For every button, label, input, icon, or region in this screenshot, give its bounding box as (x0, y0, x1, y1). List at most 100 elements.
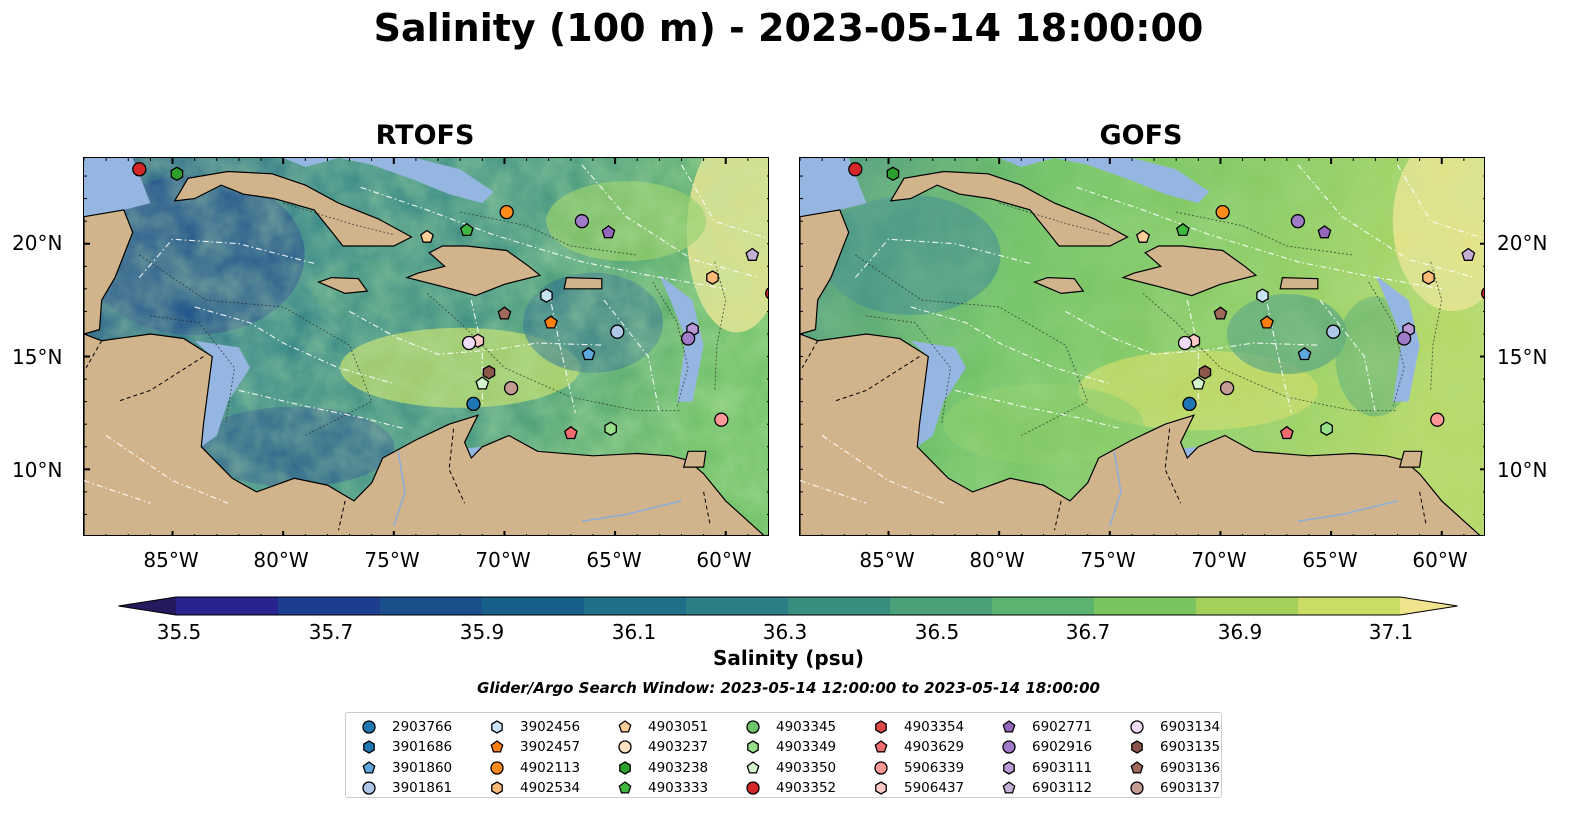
panel-title-rtofs: RTOFS (375, 120, 475, 151)
legend-label: 4903237 (648, 739, 709, 756)
legend-item: 3901861 (360, 778, 452, 798)
country-border (1164, 428, 1182, 504)
float-marker-4903238 (886, 166, 900, 182)
float-marker-5906339 (1430, 412, 1445, 427)
float-marker-4903051 (420, 229, 434, 243)
float-marker-6903137 (503, 380, 519, 396)
float-marker-6902771 (1317, 225, 1332, 239)
legend-item: 6902916 (1000, 737, 1092, 757)
eez-boundary (800, 480, 867, 504)
legend-label: 4903354 (904, 719, 965, 736)
shelf-nicaragua (910, 340, 966, 447)
legend-marker-circle (746, 781, 760, 795)
country-border (703, 491, 711, 526)
lat-label-15n-left: 15°N (12, 345, 63, 369)
lon-label-70w-rtofs: 70°W (475, 548, 531, 572)
float-marker-4902534 (706, 270, 719, 285)
lon-label-65w-gofs: 65°W (1302, 548, 1358, 572)
legend-label: 3902457 (520, 739, 581, 756)
legend-item: 4903349 (744, 737, 836, 757)
colorbar-outline (118, 596, 1458, 616)
isobath-contour (999, 202, 1110, 236)
legend-marker-pentagon (746, 760, 760, 774)
legend-item: 6903111 (1000, 758, 1092, 778)
country-border (1054, 500, 1062, 531)
legend-item: 4903051 (616, 717, 708, 737)
legend-item: 3901686 (360, 737, 452, 757)
isobath-contour (426, 293, 682, 412)
isobath-contour (139, 254, 373, 436)
eez-boundary (360, 186, 726, 290)
land-trinidad (1398, 450, 1423, 468)
legend-marker-pentagon (1130, 760, 1144, 774)
legend-label: 4902113 (520, 759, 581, 776)
legend-label: 6902916 (1032, 739, 1093, 756)
legend-label: 3902456 (520, 719, 581, 736)
colorbar-bin (1196, 597, 1299, 615)
float-marker-2903766 (466, 396, 481, 412)
legend-label: 5906437 (904, 780, 965, 797)
land-hispaniola (1121, 245, 1258, 297)
figure-title: Salinity (100 m) - 2023-05-14 18:00:00 (373, 6, 1204, 50)
legend-item: 2903766 (360, 717, 452, 737)
float-marker-5906339 (714, 412, 729, 427)
shelf-bahamas (283, 158, 494, 204)
colorbar-bin (482, 597, 585, 615)
float-marker-4903238 (170, 166, 184, 182)
isobath-contour (150, 315, 235, 425)
lat-label-10n-left: 10°N (12, 458, 63, 482)
float-marker-3902456 (1256, 288, 1269, 303)
legend-item: 3902456 (488, 717, 580, 737)
legend-column: 3902456 3902457 4902113 4902534 (488, 717, 580, 798)
legend-label: 6903112 (1032, 780, 1093, 797)
legend-item: 5906437 (872, 778, 964, 798)
colorbar-bin (686, 597, 789, 615)
country-border (117, 356, 204, 403)
float-marker-6903135 (482, 365, 496, 380)
colorbar-tick: 35.7 (308, 620, 354, 644)
legend-marker-pentagon (1002, 720, 1016, 733)
float-marker-3902456 (540, 288, 553, 303)
country-border (833, 356, 920, 403)
legend-label: 4903051 (648, 719, 709, 736)
float-marker-4903349 (604, 421, 617, 436)
legend-item: 4902534 (488, 778, 580, 798)
country-border (85, 340, 103, 369)
land-cuba (173, 170, 413, 247)
isobath-contour (1368, 281, 1405, 407)
colorbar-bin (278, 597, 381, 615)
panel-title-gofs: GOFS (1099, 120, 1183, 151)
colorbar-tick: 36.1 (611, 620, 657, 644)
legend-label: 3901861 (392, 780, 453, 797)
float-marker-6903134 (461, 335, 477, 351)
legend-marker-hexagon (1003, 760, 1015, 775)
eez-boundary (138, 238, 317, 278)
legend-item: 6903112 (1000, 778, 1092, 798)
legend-marker-circle (1130, 781, 1144, 795)
lat-label-15n-right: 15°N (1497, 345, 1548, 369)
float-marker-4903352 (765, 287, 768, 300)
land-hispaniola (405, 245, 542, 297)
country-border (801, 340, 819, 369)
legend-item: 6903135 (1128, 737, 1220, 757)
colorbar-tick: 35.9 (459, 620, 505, 644)
land-trinidad (682, 450, 707, 468)
legend-column: 4903345 4903349 4903350 4903352 (744, 717, 836, 798)
isobath-contour (1176, 211, 1354, 256)
lon-label-60w-gofs: 60°W (1412, 548, 1468, 572)
float-marker-6902916 (1290, 214, 1306, 229)
colorbar-bin (584, 597, 687, 615)
lat-label-20n-right: 20°N (1497, 231, 1548, 255)
legend-marker-circle (874, 761, 888, 775)
legend-item: 3901860 (360, 758, 452, 778)
colorbar-bin (1298, 597, 1401, 615)
land-jamaica (1032, 276, 1085, 295)
float-marker-4903350 (1191, 376, 1206, 390)
eez-boundary (238, 389, 406, 430)
eez-boundary (910, 306, 1110, 385)
legend-marker-circle (618, 740, 632, 755)
isobath-contour (652, 281, 689, 407)
float-marker-3902457 (1259, 315, 1274, 329)
land-puertorico (563, 276, 603, 290)
shelf-antilles (1375, 275, 1420, 402)
